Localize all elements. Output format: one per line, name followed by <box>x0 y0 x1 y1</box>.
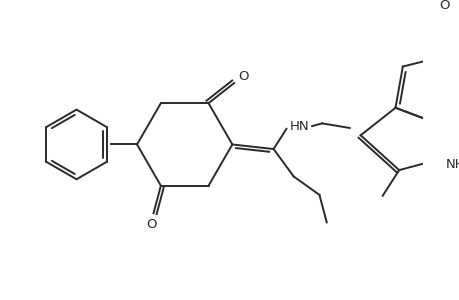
Text: HN: HN <box>289 120 308 133</box>
Text: O: O <box>146 218 157 231</box>
Text: O: O <box>438 0 448 12</box>
Text: O: O <box>238 70 248 83</box>
Text: NH: NH <box>444 158 459 171</box>
